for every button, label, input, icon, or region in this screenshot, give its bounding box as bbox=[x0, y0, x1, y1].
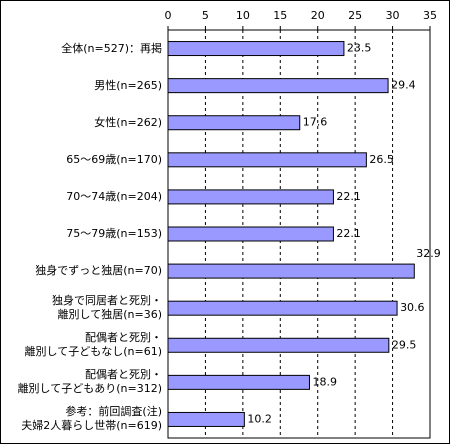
value-label: 23.5 bbox=[347, 42, 372, 55]
category-label: 独身でずっと独居(n=70) bbox=[35, 264, 162, 278]
value-label: 29.4 bbox=[391, 79, 416, 92]
category-label: 女性(n=262) bbox=[94, 115, 162, 129]
category-label: 男性(n=265) bbox=[94, 78, 162, 92]
bar bbox=[167, 189, 334, 205]
category-label: 独身で同居者と死別・ 離別して独居(n=36) bbox=[52, 294, 162, 322]
value-label: 29.5 bbox=[392, 338, 417, 351]
category-label: 配偶者と死別・ 離別して子どもあり(n=312) bbox=[17, 368, 162, 396]
value-label: 10.2 bbox=[247, 412, 272, 425]
bar bbox=[167, 226, 334, 242]
category-label: 参考：前回調査(注) 夫婦2人暮らし世帯(n=619) bbox=[21, 405, 162, 433]
value-label: 30.6 bbox=[400, 301, 425, 314]
bar bbox=[167, 78, 389, 94]
value-label: 22.1 bbox=[336, 227, 361, 240]
bar bbox=[167, 374, 310, 390]
category-label: 65〜69歳(n=170) bbox=[66, 152, 162, 166]
bar bbox=[167, 263, 415, 279]
x-tick-label: 35 bbox=[423, 9, 437, 22]
bar bbox=[167, 152, 367, 168]
bar bbox=[167, 300, 398, 316]
x-tick-label: 5 bbox=[202, 9, 209, 22]
bar bbox=[167, 411, 245, 427]
x-tick-label: 20 bbox=[311, 9, 325, 22]
category-label: 全体(n=527)：再掲 bbox=[61, 41, 162, 55]
value-label: 32.9 bbox=[416, 247, 441, 260]
x-tick-label: 0 bbox=[165, 9, 172, 22]
x-tick-label: 15 bbox=[273, 9, 287, 22]
value-label: 22.1 bbox=[336, 190, 361, 203]
x-tick-label: 30 bbox=[386, 9, 400, 22]
x-tick-label: 25 bbox=[348, 9, 362, 22]
value-label: 18.9 bbox=[312, 375, 337, 388]
bar bbox=[167, 337, 390, 353]
bar bbox=[167, 115, 301, 131]
bar bbox=[167, 41, 345, 57]
category-label: 70〜74歳(n=204) bbox=[66, 189, 162, 203]
x-tick-label: 10 bbox=[236, 9, 250, 22]
category-label: 配偶者と死別・ 離別して子どもなし(n=61) bbox=[24, 331, 162, 359]
value-label: 17.6 bbox=[303, 116, 328, 129]
category-label: 75〜79歳(n=153) bbox=[66, 227, 162, 240]
value-label: 26.5 bbox=[369, 153, 394, 166]
